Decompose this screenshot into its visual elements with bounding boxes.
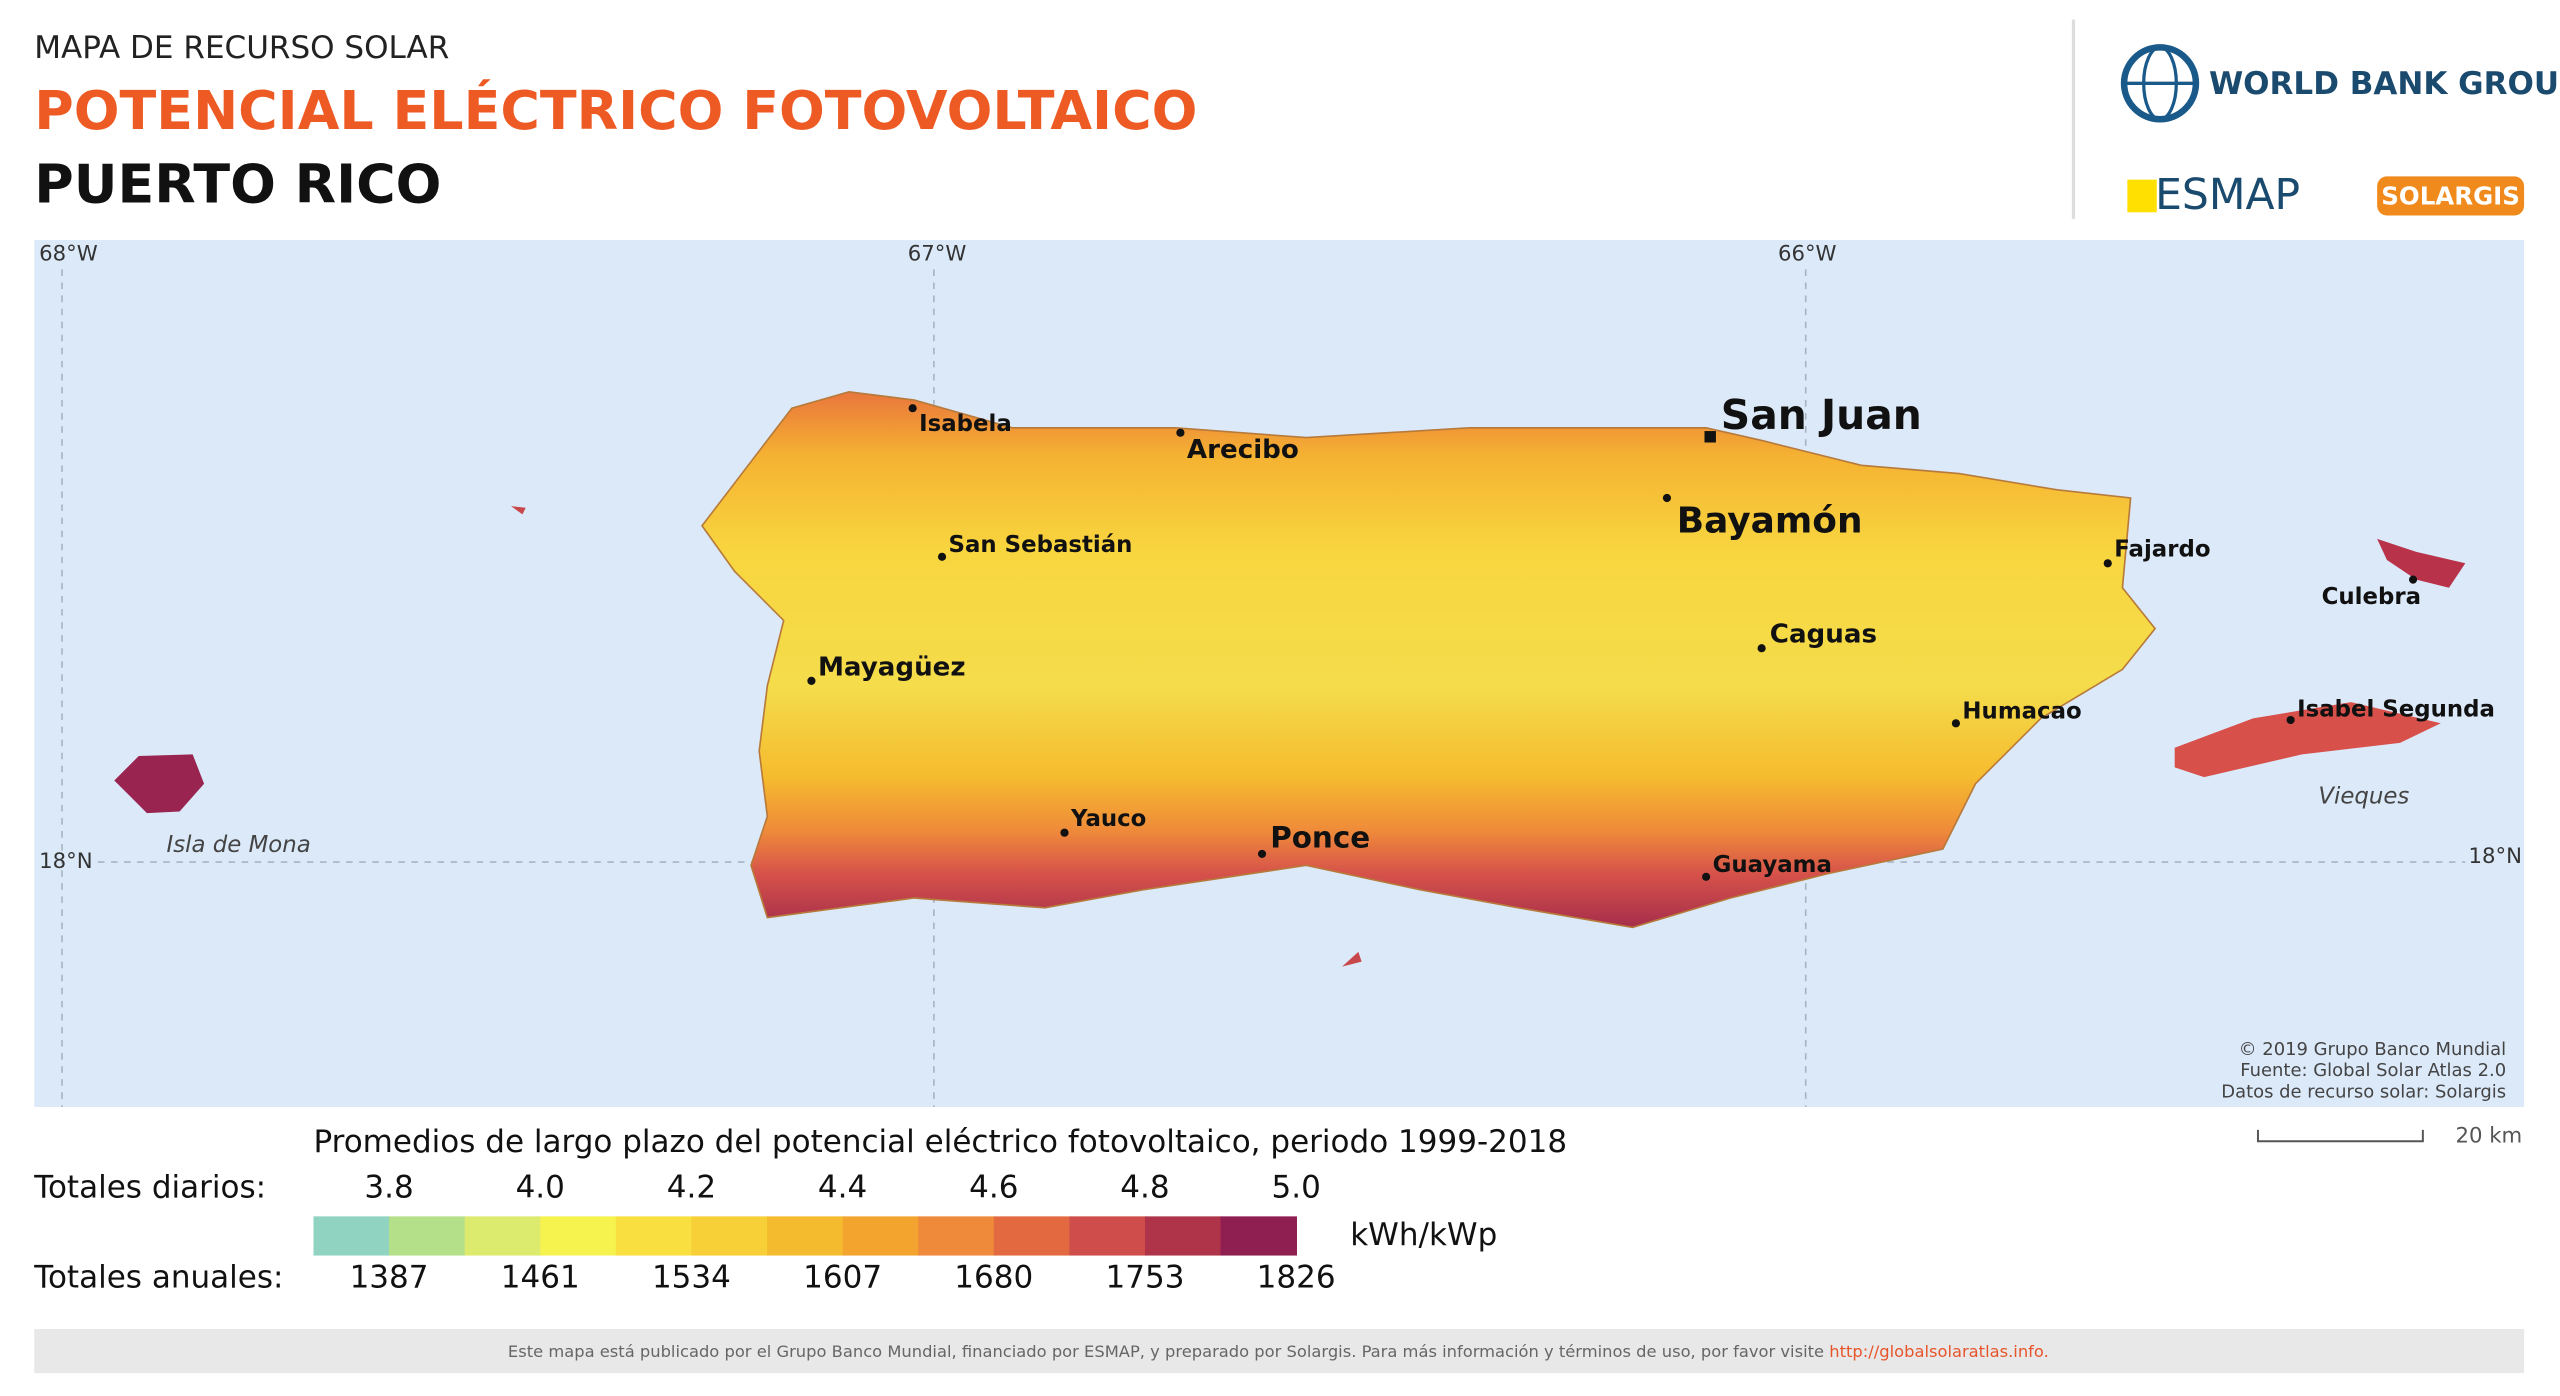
logo-text: WORLD BANK GROUP [2209,66,2560,102]
city-label: San Juan [1721,391,1922,439]
kicker: MAPA DE RECURSO SOLAR [34,30,449,66]
legend-swatch [540,1216,617,1256]
legend-swatch [615,1216,693,1256]
legend-swatch [993,1216,1071,1256]
city-label: Ponce [1270,821,1370,855]
daily-label: 5.0 [1271,1170,1320,1206]
city-label: San Sebastián [949,532,1133,558]
desecheo [511,506,526,515]
legend-swatch [918,1216,995,1256]
lon-label: 67°W [908,242,967,267]
legend-row-label: Totales anuales: [33,1259,283,1295]
city-label: Isabel Segunda [2297,697,2495,723]
annual-label: 1534 [652,1259,731,1295]
legend-swatch [691,1216,768,1256]
annual-label: 1607 [803,1259,882,1295]
daily-label: 3.8 [364,1170,413,1206]
daily-label: 4.4 [818,1170,867,1206]
legend-title: Promedios de largo plazo del potencial e… [313,1124,1567,1160]
solargis-logo: SOLARGIS [2377,176,2525,216]
footer-link[interactable]: http://globalsolaratlas.info. [1829,1341,2049,1360]
daily-label: 4.2 [667,1170,716,1206]
place-label: Vieques [2318,783,2409,809]
legend: Promedios de largo plazo del potencial e… [33,1124,1567,1296]
city-label: Arecibo [1187,435,1299,465]
legend-swatch [389,1216,466,1256]
legend-swatch [1220,1216,1297,1256]
annual-label: 1680 [954,1259,1033,1295]
daily-label: 4.6 [969,1170,1018,1206]
lon-label: 68°W [39,242,98,267]
credit: © 2019 Grupo Banco Mundial [2239,1039,2506,1060]
city-label: Guayama [1713,852,1832,878]
city-label: Humacao [1962,698,2081,724]
lat-label: 18°N [39,849,92,874]
legend-unit: kWh/kWp [1350,1217,1497,1253]
annual-label: 1753 [1106,1259,1185,1295]
legend-row-label: Totales diarios: [33,1170,266,1206]
city-label: Isabela [919,411,1012,437]
scale-label: 20 km [2456,1123,2523,1148]
legend-swatch [313,1216,390,1256]
annual-label: 1461 [501,1259,580,1295]
scale-bar: 20 km [2256,1123,2523,1148]
city-label: Culebra [2322,584,2421,610]
daily-label: 4.8 [1120,1170,1169,1206]
cities: Isabela Arecibo San Juan Bayamón San Seb… [807,391,2495,881]
caja-de-muerto [1342,951,1362,967]
subtitle: PUERTO RICO [34,152,441,215]
city-label: Mayagüez [818,652,966,682]
esmap-logo: ESMAP [2127,171,2300,220]
daily-label: 4.0 [516,1170,565,1206]
city-label: Yauco [1070,806,1146,832]
city-label: Bayamón [1677,500,1863,541]
logo-text: SOLARGIS [2381,182,2520,211]
graticule-labels: 68°W 67°W 66°W 18°N 18°N [39,242,2522,874]
credits: © 2019 Grupo Banco Mundial Fuente: Globa… [2221,1039,2506,1102]
lat-label: 18°N [2469,844,2522,869]
legend-swatch [1069,1216,1146,1256]
footer-bar [34,1329,2525,1374]
footer-text: Este mapa está publicado por el Grupo Ba… [508,1341,1824,1360]
annual-label: 1387 [350,1259,429,1295]
lon-label: 66°W [1778,242,1837,267]
title: POTENCIAL ELÉCTRICO FOTOVOLTAICO [34,79,1197,142]
logo-text: ESMAP [2155,171,2300,220]
footer: Este mapa está publicado por el Grupo Ba… [508,1341,2049,1360]
world-bank-logo: WORLD BANK GROUP [2120,44,2560,123]
annual-label: 1826 [1257,1259,1336,1295]
city-label: Fajardo [2114,537,2210,563]
place-label: Isla de Mona [167,832,311,858]
legend-swatch [1144,1216,1222,1256]
culebra [2377,538,2466,588]
places: Isla de Mona Vieques [167,783,2410,858]
credit: Datos de recurso solar: Solargis [2221,1081,2506,1102]
credit: Fuente: Global Solar Atlas 2.0 [2240,1060,2506,1081]
mona [114,754,205,814]
legend-swatch [842,1216,920,1256]
legend-swatch [464,1216,542,1256]
legend-swatch [767,1216,844,1256]
city-label: Caguas [1770,620,1877,650]
puerto-rico [701,391,2157,929]
vieques [2174,702,2441,778]
islands [114,391,2466,967]
